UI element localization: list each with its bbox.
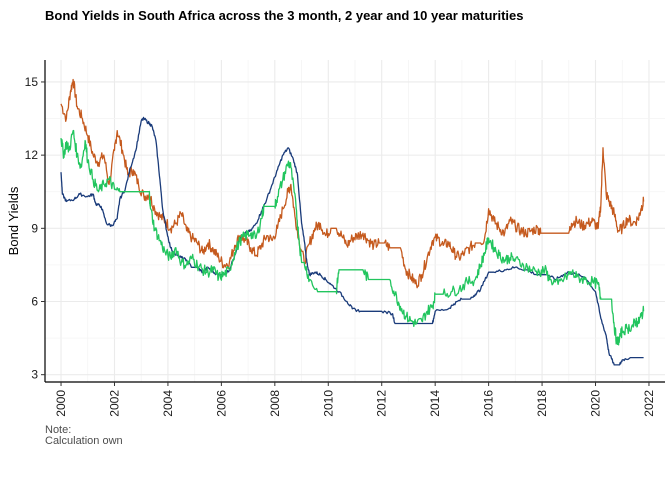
x-tick-label: 2000: [54, 390, 68, 417]
x-tick-label: 2022: [642, 390, 656, 417]
series-line: [60, 78, 645, 289]
x-tick-label: 2016: [482, 390, 496, 417]
series-layer: [60, 78, 645, 366]
x-tick-label: 2010: [321, 390, 335, 417]
x-tick-label: 2012: [375, 390, 389, 417]
x-tick-label: 2008: [268, 390, 282, 417]
x-tick-label: 2002: [107, 390, 121, 417]
y-tick-label: 12: [25, 148, 39, 162]
axes: [44, 60, 665, 383]
series-line: [60, 129, 645, 346]
x-tick-label: 2018: [535, 390, 549, 417]
x-tick-label: 2014: [428, 390, 442, 417]
x-tick-label: 2004: [161, 390, 175, 417]
caption: Note: Calculation own: [45, 425, 123, 447]
y-tick-label: 9: [31, 221, 38, 235]
caption-source: Calculation own: [45, 435, 123, 447]
y-axis-title: Bond Yields: [6, 186, 21, 255]
ticks: 2000 2002 2004 2006 2008 2010 2012 2014 2016 2018…: [25, 75, 656, 417]
grid: [45, 60, 665, 382]
chart-title: Bond Yields in South Africa across the 3…: [45, 8, 524, 23]
y-tick-label: 6: [31, 295, 38, 309]
x-tick-label: 2006: [214, 390, 228, 417]
y-tick-label: 3: [31, 368, 38, 382]
y-tick-label: 15: [25, 75, 39, 89]
caption-note: Note:: [45, 424, 72, 436]
x-tick-label: 2020: [589, 390, 603, 417]
